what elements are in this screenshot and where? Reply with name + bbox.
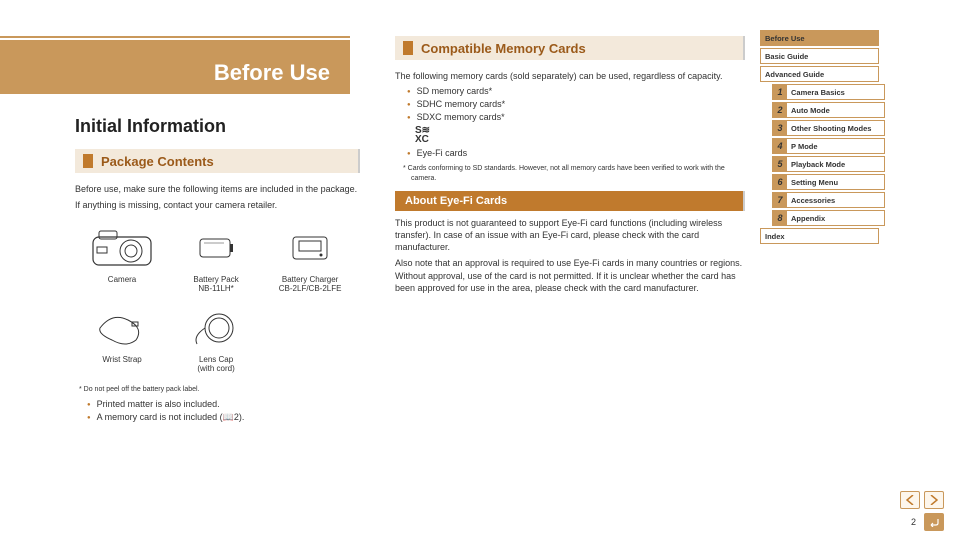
cards-footnote: * Cards conforming to SD standards. Howe…: [395, 164, 745, 183]
cards-list-2: Eye-Fi cards: [395, 148, 745, 158]
package-notes-list: Printed matter is also included. A memor…: [75, 399, 360, 423]
item-lenscap: Lens Cap(with cord): [169, 299, 263, 379]
nav-before-use[interactable]: Before Use: [760, 30, 879, 46]
nav-appendix[interactable]: 8Appendix: [772, 210, 885, 226]
nav-advanced-guide[interactable]: Advanced Guide: [760, 66, 879, 82]
left-column: Before Use Initial Information Package C…: [0, 0, 380, 537]
item-camera: Camera: [75, 219, 169, 299]
intro-text: If anything is missing, contact your cam…: [75, 199, 360, 211]
battery-note: * Do not peel off the battery pack label…: [75, 385, 360, 394]
next-page-button[interactable]: [924, 491, 944, 509]
page-nav: [900, 491, 944, 509]
cards-list: SD memory cards* SDHC memory cards* SDXC…: [395, 86, 745, 122]
eyefi-text: Also note that an approval is required t…: [395, 257, 745, 293]
sdxc-logo: S≋XC: [415, 126, 745, 144]
nav-p-mode[interactable]: 4P Mode: [772, 138, 885, 154]
nav-basic-guide[interactable]: Basic Guide: [760, 48, 879, 64]
section-memory-cards: Compatible Memory Cards: [395, 36, 745, 60]
nav-playback[interactable]: 5Playback Mode: [772, 156, 885, 172]
side-nav: Before Use Basic Guide Advanced Guide 1C…: [760, 0, 885, 537]
prev-page-button[interactable]: [900, 491, 920, 509]
chapter-banner: Before Use: [0, 40, 350, 94]
item-strap: Wrist Strap: [75, 299, 169, 379]
middle-column: Compatible Memory Cards The following me…: [380, 0, 760, 537]
item-charger: Battery ChargerCB-2LF/CB-2LFE: [263, 219, 357, 299]
nav-setting-menu[interactable]: 6Setting Menu: [772, 174, 885, 190]
nav-camera-basics[interactable]: 1Camera Basics: [772, 84, 885, 100]
subhead-eyefi: About Eye-Fi Cards: [395, 191, 745, 211]
lenscap-icon: [191, 308, 241, 348]
package-items-grid: Camera Battery PackNB-11LH* Battery Char…: [75, 219, 360, 379]
nav-other-modes[interactable]: 3Other Shooting Modes: [772, 120, 885, 136]
charger-icon: [287, 231, 333, 265]
intro-text: Before use, make sure the following item…: [75, 183, 360, 195]
eyefi-text: This product is not guaranteed to suppor…: [395, 217, 745, 253]
return-button[interactable]: [924, 513, 944, 531]
page-heading: Initial Information: [75, 116, 360, 137]
chevron-left-icon: [906, 495, 914, 505]
camera-icon: [87, 227, 157, 269]
chevron-right-icon: [930, 495, 938, 505]
strap-icon: [92, 308, 152, 348]
item-battery: Battery PackNB-11LH*: [169, 219, 263, 299]
page-number: 2: [911, 517, 916, 527]
battery-icon: [196, 233, 236, 263]
section-package-contents: Package Contents: [75, 149, 360, 173]
return-icon: [928, 517, 940, 527]
nav-auto-mode[interactable]: 2Auto Mode: [772, 102, 885, 118]
nav-index[interactable]: Index: [760, 228, 879, 244]
nav-accessories[interactable]: 7Accessories: [772, 192, 885, 208]
cards-intro: The following memory cards (sold separat…: [395, 70, 745, 82]
